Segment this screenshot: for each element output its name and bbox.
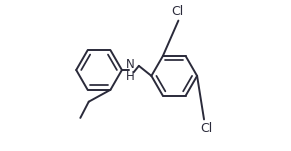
Text: N
H: N H — [126, 58, 134, 83]
Text: Cl: Cl — [171, 5, 184, 18]
Text: Cl: Cl — [200, 122, 212, 135]
